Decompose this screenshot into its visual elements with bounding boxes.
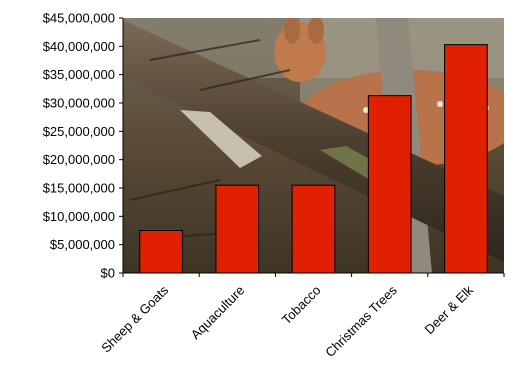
y-tick-label: $10,000,000 bbox=[43, 209, 115, 224]
y-tick-label: $0 bbox=[101, 266, 115, 281]
y-tick-label: $5,000,000 bbox=[50, 237, 115, 252]
x-category-label: Tobacco bbox=[279, 283, 324, 328]
x-category-label: Aquaculture bbox=[188, 283, 248, 343]
bar-aquaculture bbox=[215, 184, 260, 274]
y-tick-label: $20,000,000 bbox=[43, 152, 115, 167]
x-category-label: Christmas Trees bbox=[322, 282, 400, 360]
bar-deer-elk bbox=[444, 44, 488, 274]
y-tick-label: $25,000,000 bbox=[43, 124, 115, 139]
x-axis-labels: Sheep & Goats Aquaculture TobaccoChristmas… bbox=[98, 282, 476, 360]
bar-christmas-trees bbox=[367, 95, 412, 274]
y-tick-label: $35,000,000 bbox=[43, 67, 115, 82]
y-tick-label: $40,000,000 bbox=[43, 39, 115, 54]
y-tick-label: $30,000,000 bbox=[43, 96, 115, 111]
x-category-label: Sheep & Goats bbox=[98, 282, 171, 355]
x-category-label: Deer & Elk bbox=[421, 282, 476, 337]
y-tick-label: $45,000,000 bbox=[43, 11, 115, 26]
bars bbox=[139, 44, 488, 274]
bar-tobacco bbox=[291, 184, 336, 274]
x-axis-ticks bbox=[122, 273, 505, 277]
y-axis-ticks: $0 $5,000,000 $10,000,000 $15,000,000 $20,00… bbox=[43, 11, 123, 281]
bar-sheep-goats bbox=[139, 230, 183, 274]
y-tick-label: $15,000,000 bbox=[43, 181, 115, 196]
